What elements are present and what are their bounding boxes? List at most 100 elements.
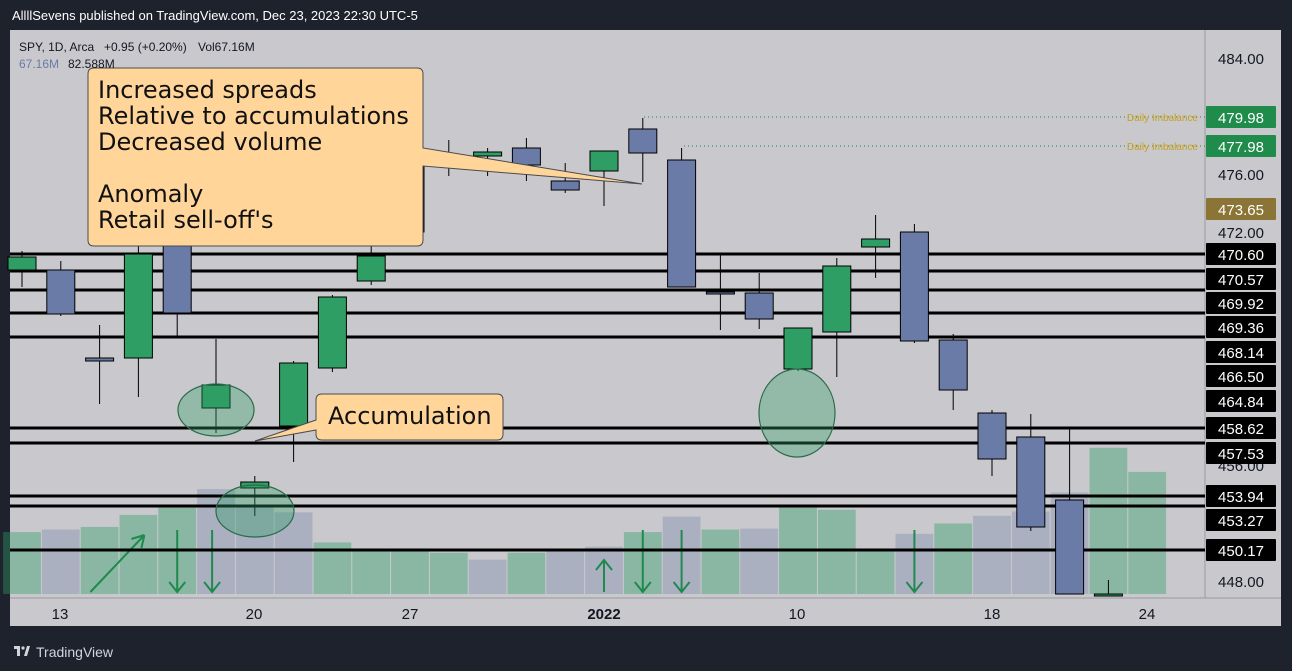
volume-bar (817, 509, 856, 594)
volume-bar (1128, 471, 1167, 594)
time-tick-label: 27 (402, 606, 419, 623)
level-price-label: 468.14 (1218, 345, 1264, 362)
volume-bar (41, 529, 80, 594)
publish-info: AllllSevens published on TradingView.com… (12, 8, 418, 23)
publish-header: AllllSevens published on TradingView.com… (0, 0, 1292, 32)
candle-body (899, 231, 929, 342)
imbalance-price-label-bg (1206, 135, 1276, 157)
volume-bar (934, 523, 973, 594)
level-price-label-bg (1206, 243, 1276, 265)
candle-body (822, 265, 852, 333)
accumulation-ellipse-2 (215, 484, 295, 538)
last-price-label-bg (1206, 198, 1276, 220)
candle-body (744, 292, 774, 320)
candle-body (46, 269, 76, 315)
level-price-label: 453.27 (1218, 513, 1264, 530)
price-tick-label: 448.00 (1218, 574, 1264, 591)
level-price-label-bg (1206, 417, 1276, 439)
callout-spreads-box (87, 67, 643, 247)
imbalance-price-label: 479.98 (1218, 110, 1264, 127)
level-price-label-bg (1206, 365, 1276, 387)
callout-spreads-line-3: Decreased volume (98, 128, 322, 156)
imbalance-label: Daily Imbalance (1127, 142, 1199, 153)
volume-arrow (89, 534, 146, 593)
imbalance-price-label: 477.98 (1218, 139, 1264, 156)
price-tick-label: 476.00 (1218, 167, 1264, 184)
volume-bar (352, 549, 391, 594)
callout-accumulation-box (254, 393, 504, 442)
imbalance-price-label-bg (1206, 106, 1276, 128)
level-price-label-bg (1206, 390, 1276, 412)
volume-bar (468, 559, 507, 594)
candle-body (7, 256, 37, 271)
candle-body (356, 255, 386, 282)
legend-vol-ma: 82.588M (68, 57, 115, 71)
level-price-label: 458.62 (1218, 421, 1264, 438)
level-price-label: 464.84 (1218, 394, 1264, 411)
imbalance-label: Daily Imbalance (1127, 113, 1199, 124)
candle-body (861, 238, 891, 248)
candle-body (938, 339, 968, 391)
volume-bar (274, 512, 313, 594)
level-price-label: 450.17 (1218, 543, 1264, 560)
volume-arrow (905, 530, 924, 594)
level-price-label-bg (1206, 485, 1276, 507)
time-scale[interactable]: 13 20 27 2022 10 18 24 (52, 606, 1156, 623)
volume-bar (80, 526, 119, 594)
candle-body (550, 180, 580, 191)
volume-bar (507, 552, 546, 594)
candle-body (511, 147, 541, 166)
level-price-label-bg (1206, 539, 1276, 561)
legend-symbol[interactable]: SPY, 1D, Arca (19, 40, 94, 54)
level-price-label-bg (1206, 268, 1276, 290)
candle-body (977, 412, 1007, 460)
volume-bar (740, 528, 779, 594)
candle-body (1055, 499, 1085, 595)
imbalance-lines: Daily Imbalance Daily Imbalance (644, 113, 1205, 153)
candle-body (589, 150, 619, 172)
candle-body (667, 159, 697, 288)
price-tick-label: 472.00 (1218, 225, 1264, 242)
time-axis-background (10, 598, 1281, 626)
time-tick-label: 24 (1139, 606, 1156, 623)
accumulation-ellipse-3 (758, 368, 836, 458)
volume-bar (391, 551, 429, 594)
volume-bar (856, 549, 895, 594)
callout-spreads-line-5: Anomaly (98, 180, 203, 208)
candle-body (162, 233, 192, 314)
level-price-label-bg (1206, 292, 1276, 314)
footer: TradingView (0, 634, 1292, 671)
volume-bar (1089, 447, 1128, 594)
callout-spreads-line-2: Relative to accumulations (98, 102, 409, 130)
tradingview-brand[interactable]: TradingView (36, 644, 114, 660)
time-tick-label: 18 (984, 606, 1001, 623)
volume-arrows (89, 530, 924, 594)
level-price-label-bg (1206, 509, 1276, 531)
time-tick-label: 13 (52, 606, 69, 623)
candle-body (628, 128, 658, 154)
tradingview-logo-icon (14, 646, 30, 656)
volume-bar (701, 529, 740, 594)
callouts: Increased spreads Relative to accumulati… (87, 67, 643, 442)
level-price-label: 466.50 (1218, 369, 1264, 386)
candle-body (201, 384, 231, 409)
volume-bar (429, 552, 468, 594)
volume-bar (973, 515, 1011, 594)
level-price-label: 453.94 (1218, 489, 1264, 506)
level-price-label-bg (1206, 442, 1276, 464)
legend: SPY, 1D, Arca +0.95 (+0.20%) Vol67.16M 6… (19, 40, 255, 71)
level-price-label: 457.53 (1218, 446, 1264, 463)
volume-bar (546, 551, 585, 594)
volume-arrow (672, 530, 691, 594)
candle-body (1016, 436, 1046, 528)
legend-change: +0.95 (+0.20%) (104, 40, 187, 54)
level-price-label: 469.92 (1218, 296, 1264, 313)
accumulation-ellipses (177, 368, 836, 538)
callout-spreads-line-1: Increased spreads (98, 76, 317, 104)
price-chart[interactable]: Daily Imbalance Daily Imbalance Increased… (0, 0, 1292, 634)
accumulation-ellipse-1 (177, 383, 255, 437)
candle-body (317, 296, 347, 369)
candle-body (473, 151, 503, 157)
candle-body (705, 291, 735, 295)
